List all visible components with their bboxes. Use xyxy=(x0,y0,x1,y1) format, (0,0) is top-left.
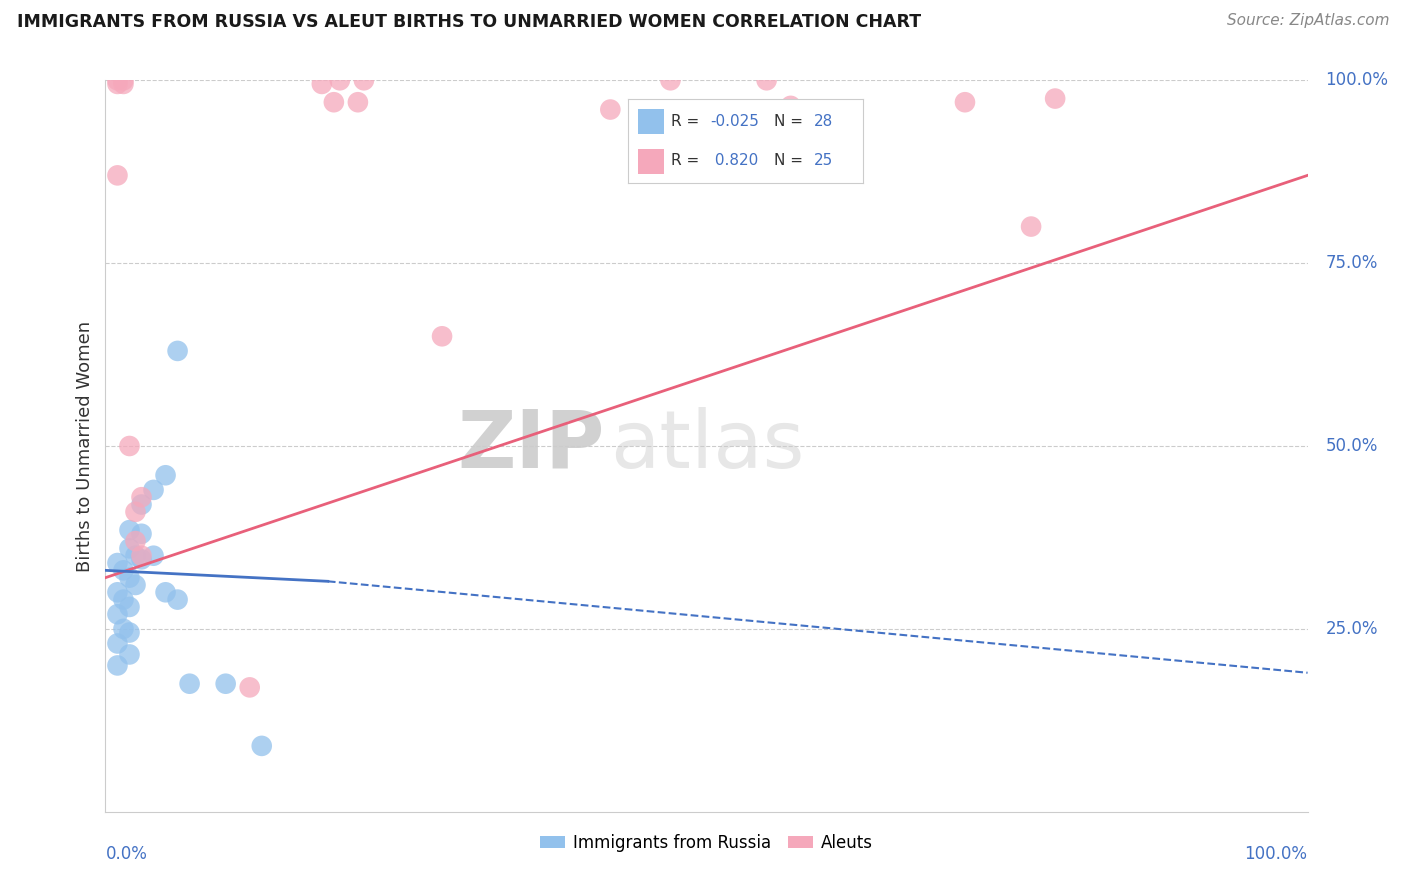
Point xyxy=(118,625,141,640)
Text: 28: 28 xyxy=(814,114,832,128)
FancyBboxPatch shape xyxy=(638,109,664,134)
Point xyxy=(131,549,153,563)
Point xyxy=(239,681,262,695)
Point xyxy=(353,73,375,87)
Point xyxy=(322,95,344,110)
Point xyxy=(118,439,141,453)
Point xyxy=(250,739,273,753)
Text: R =: R = xyxy=(671,153,703,169)
Text: N =: N = xyxy=(773,114,807,128)
Point xyxy=(118,648,141,662)
Point xyxy=(107,73,129,87)
Point xyxy=(166,343,188,358)
Point xyxy=(329,73,352,87)
Text: Source: ZipAtlas.com: Source: ZipAtlas.com xyxy=(1226,13,1389,29)
Text: 50.0%: 50.0% xyxy=(1326,437,1378,455)
Point xyxy=(112,622,135,636)
Point xyxy=(347,95,370,110)
Point xyxy=(107,636,129,650)
Y-axis label: Births to Unmarried Women: Births to Unmarried Women xyxy=(76,320,94,572)
Point xyxy=(131,552,153,566)
Point xyxy=(124,578,146,592)
Text: 25.0%: 25.0% xyxy=(1326,620,1378,638)
Point xyxy=(131,526,153,541)
Point xyxy=(118,523,141,537)
Point xyxy=(599,103,621,117)
Point xyxy=(107,77,129,91)
Point xyxy=(124,534,146,549)
Point xyxy=(107,169,129,183)
Text: IMMIGRANTS FROM RUSSIA VS ALEUT BIRTHS TO UNMARRIED WOMEN CORRELATION CHART: IMMIGRANTS FROM RUSSIA VS ALEUT BIRTHS T… xyxy=(17,13,921,31)
Point xyxy=(107,658,129,673)
Point xyxy=(214,676,236,690)
Point xyxy=(659,73,682,87)
Point xyxy=(311,77,333,91)
Point xyxy=(112,77,135,91)
Text: 100.0%: 100.0% xyxy=(1326,71,1389,89)
Point xyxy=(124,505,146,519)
Text: 0.820: 0.820 xyxy=(710,153,759,169)
Point xyxy=(131,490,153,504)
Point xyxy=(166,592,188,607)
Point xyxy=(1019,219,1042,234)
Point xyxy=(131,498,153,512)
Point xyxy=(755,73,778,87)
Point xyxy=(112,592,135,607)
Point xyxy=(430,329,453,343)
Point xyxy=(647,103,669,117)
Text: 25: 25 xyxy=(814,153,832,169)
Point xyxy=(107,607,129,622)
Point xyxy=(142,549,165,563)
Point xyxy=(112,73,135,87)
Text: 75.0%: 75.0% xyxy=(1326,254,1378,272)
FancyBboxPatch shape xyxy=(638,149,664,174)
Point xyxy=(118,541,141,556)
Text: 100.0%: 100.0% xyxy=(1244,845,1308,863)
Point xyxy=(112,563,135,577)
Legend: Immigrants from Russia, Aleuts: Immigrants from Russia, Aleuts xyxy=(533,827,880,858)
Point xyxy=(155,468,177,483)
Point xyxy=(118,599,141,614)
Point xyxy=(124,549,146,563)
Point xyxy=(107,585,129,599)
Text: -0.025: -0.025 xyxy=(710,114,759,128)
Text: N =: N = xyxy=(773,153,807,169)
Point xyxy=(142,483,165,497)
Point xyxy=(155,585,177,599)
Point xyxy=(118,571,141,585)
Point xyxy=(1043,92,1066,106)
Point xyxy=(953,95,976,110)
Point xyxy=(179,676,201,690)
Point xyxy=(107,556,129,570)
Text: ZIP: ZIP xyxy=(457,407,605,485)
Text: 0.0%: 0.0% xyxy=(105,845,148,863)
Text: atlas: atlas xyxy=(610,407,804,485)
Text: R =: R = xyxy=(671,114,703,128)
Point xyxy=(779,99,801,113)
